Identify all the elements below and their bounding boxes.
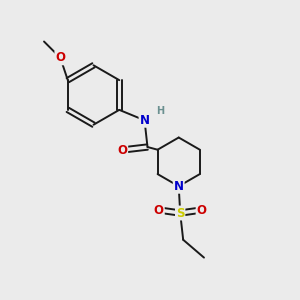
Text: O: O bbox=[154, 203, 164, 217]
Text: N: N bbox=[174, 180, 184, 193]
Text: H: H bbox=[156, 106, 164, 116]
Text: S: S bbox=[176, 206, 184, 220]
Text: O: O bbox=[117, 143, 127, 157]
Text: O: O bbox=[56, 51, 65, 64]
Text: O: O bbox=[196, 203, 207, 217]
Text: N: N bbox=[140, 114, 149, 127]
